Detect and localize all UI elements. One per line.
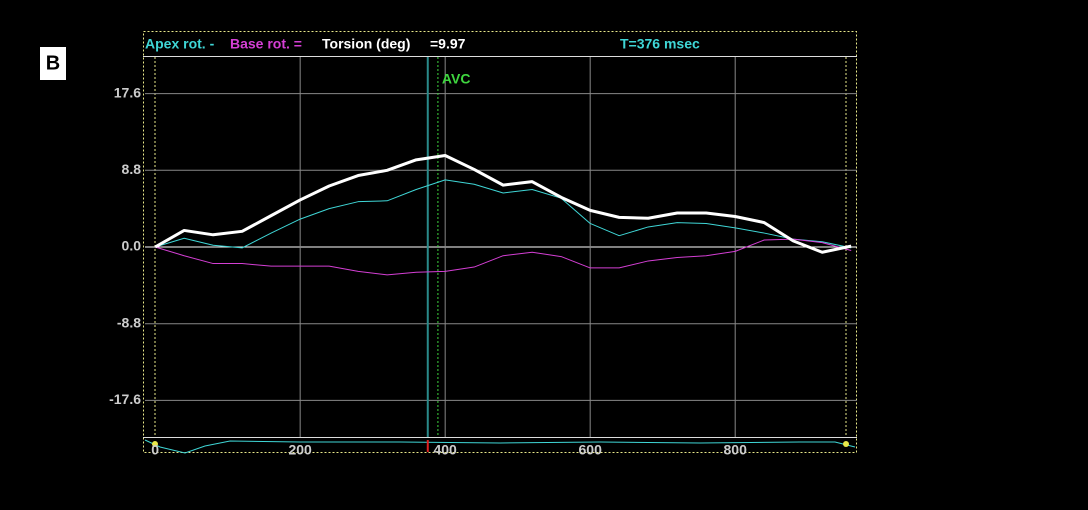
- legend-entry: Base rot. =: [230, 36, 302, 52]
- x-tick-label: 200: [288, 442, 312, 458]
- x-tick-label: 800: [724, 442, 748, 458]
- panel-box: [40, 47, 66, 80]
- panel-label: B: [46, 52, 60, 74]
- time-label: T=376 msec: [620, 36, 700, 52]
- strip-trace: [144, 439, 856, 454]
- frame: [143, 31, 857, 453]
- series-line: [154, 153, 852, 254]
- torsion-value: =9.97: [430, 36, 466, 52]
- strip-dot: [843, 441, 849, 447]
- legend-entry: Apex rot. -: [145, 36, 215, 52]
- annotation-label: AVC: [442, 71, 471, 87]
- series-line: [155, 238, 852, 276]
- header: Apex rot. - Base rot. = Torsion (deg) =9…: [145, 36, 700, 52]
- y-tick-label: -8.8: [117, 314, 141, 330]
- y-tick-label: 8.8: [122, 161, 142, 177]
- y-tick-label: 0.0: [122, 238, 142, 254]
- y-tick-label: 17.6: [114, 84, 141, 100]
- x-tick-label: 600: [579, 442, 603, 458]
- series-line: [155, 179, 852, 249]
- strip-dot: [152, 441, 158, 447]
- x-tick-label: 400: [433, 442, 457, 458]
- legend-entry: Torsion (deg): [322, 36, 410, 52]
- y-tick-label: -17.6: [109, 391, 141, 407]
- x-tick-label: 0: [151, 442, 159, 458]
